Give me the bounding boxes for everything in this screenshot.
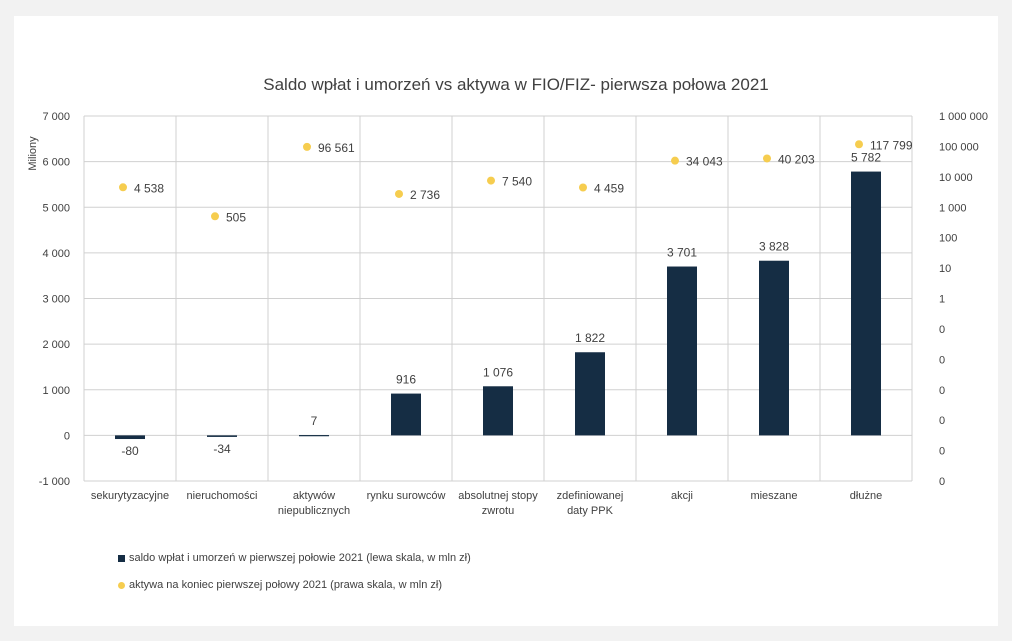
y2-tick-label: 100 000 [939,141,979,153]
bar-value-label: 3 701 [667,246,697,260]
dot [671,156,679,165]
y-tick-label: 2 000 [42,339,70,351]
x-tick-label: rynku surowców [367,490,446,502]
dot-value-label: 505 [226,210,246,224]
bar-value-label: -34 [213,442,231,456]
y2-tick-label: 0 [939,324,945,336]
bar [575,352,605,436]
bar-value-label: 3 828 [759,240,789,254]
dot-value-label: 2 736 [410,188,440,202]
bar-value-label: -80 [121,444,139,458]
y-tick-label: 5 000 [42,202,70,214]
bar-value-label: 1 076 [483,365,513,379]
bar [391,393,421,436]
y2-tick-label: 1 000 000 [939,111,988,123]
x-tick-label: dłużne [850,490,882,502]
y-axis-title: Miliony [27,136,39,171]
y2-tick-label: 0 [939,385,945,397]
y-tick-label: 0 [64,430,70,442]
y2-tick-label: 10 000 [939,172,973,184]
bar-value-label: 1 822 [575,331,605,345]
legend-swatch-saldo [118,554,125,562]
bar-value-label: 5 782 [851,151,881,165]
bar [759,260,789,436]
y2-tick-label: 1 [939,294,945,306]
chart-title: Saldo wpłat i umorzeń vs aktywa w FIO/FI… [263,75,768,94]
chart-svg: Saldo wpłat i umorzeń vs aktywa w FIO/FI… [27,75,988,517]
y-tick-label: 4 000 [42,248,70,260]
dot [395,189,403,198]
y-tick-label: 7 000 [42,111,70,123]
bar-value-label: 916 [396,373,416,387]
x-tick-label: mieszane [750,490,797,502]
legend-swatch-aktywa [118,581,125,589]
legend-label-saldo: saldo wpłat i umorzeń w pierwszej połowi… [129,552,471,564]
x-tick-label: zdefiniowanej daty PPK [557,490,624,517]
y-tick-label: -1 000 [39,476,70,488]
bar [207,435,237,437]
y2-tick-label: 10 [939,263,951,275]
dot-value-label: 96 561 [318,141,355,155]
dot [303,142,311,151]
x-tick-label: akcji [671,490,693,502]
dot [763,154,771,163]
chart-panel: Saldo wpłat i umorzeń vs aktywa w FIO/FI… [14,16,998,626]
x-tick-label: absolutnej stopy zwrotu [458,490,538,517]
y2-tick-label: 100 [939,233,957,245]
x-tick-label: sekurytyzacyjne [91,490,169,502]
dot [211,212,219,221]
bar [851,171,881,436]
bar [667,266,697,436]
x-tick-label: nieruchomości [187,490,258,502]
legend-item-aktywa: aktywa na koniec pierwszej połowy 2021 (… [118,579,442,591]
legend-item-saldo: saldo wpłat i umorzeń w pierwszej połowi… [118,552,471,564]
y2-tick-label: 0 [939,415,945,427]
dot-value-label: 117 799 [870,138,913,152]
dot-value-label: 7 540 [502,175,532,189]
dot [119,183,127,192]
bar [299,435,329,437]
dot [579,183,587,192]
dot-value-label: 4 538 [134,181,164,195]
dot-value-label: 34 043 [686,155,723,169]
dot-value-label: 4 459 [594,182,624,196]
legend-label-aktywa: aktywa na koniec pierwszej połowy 2021 (… [129,579,443,591]
bar [115,435,145,440]
dot [487,176,495,185]
bar [483,386,513,436]
y2-tick-label: 0 [939,476,945,488]
dot [855,140,863,149]
y2-tick-label: 0 [939,446,945,458]
y-tick-label: 1 000 [42,385,70,397]
x-tick-label: aktywów niepublicznych [278,490,350,517]
y-tick-label: 3 000 [42,294,70,306]
y-tick-label: 6 000 [42,157,70,169]
bar-value-label: 7 [311,414,318,428]
dot-value-label: 40 203 [778,152,815,166]
y2-tick-label: 1 000 [939,202,967,214]
y2-tick-label: 0 [939,354,945,366]
